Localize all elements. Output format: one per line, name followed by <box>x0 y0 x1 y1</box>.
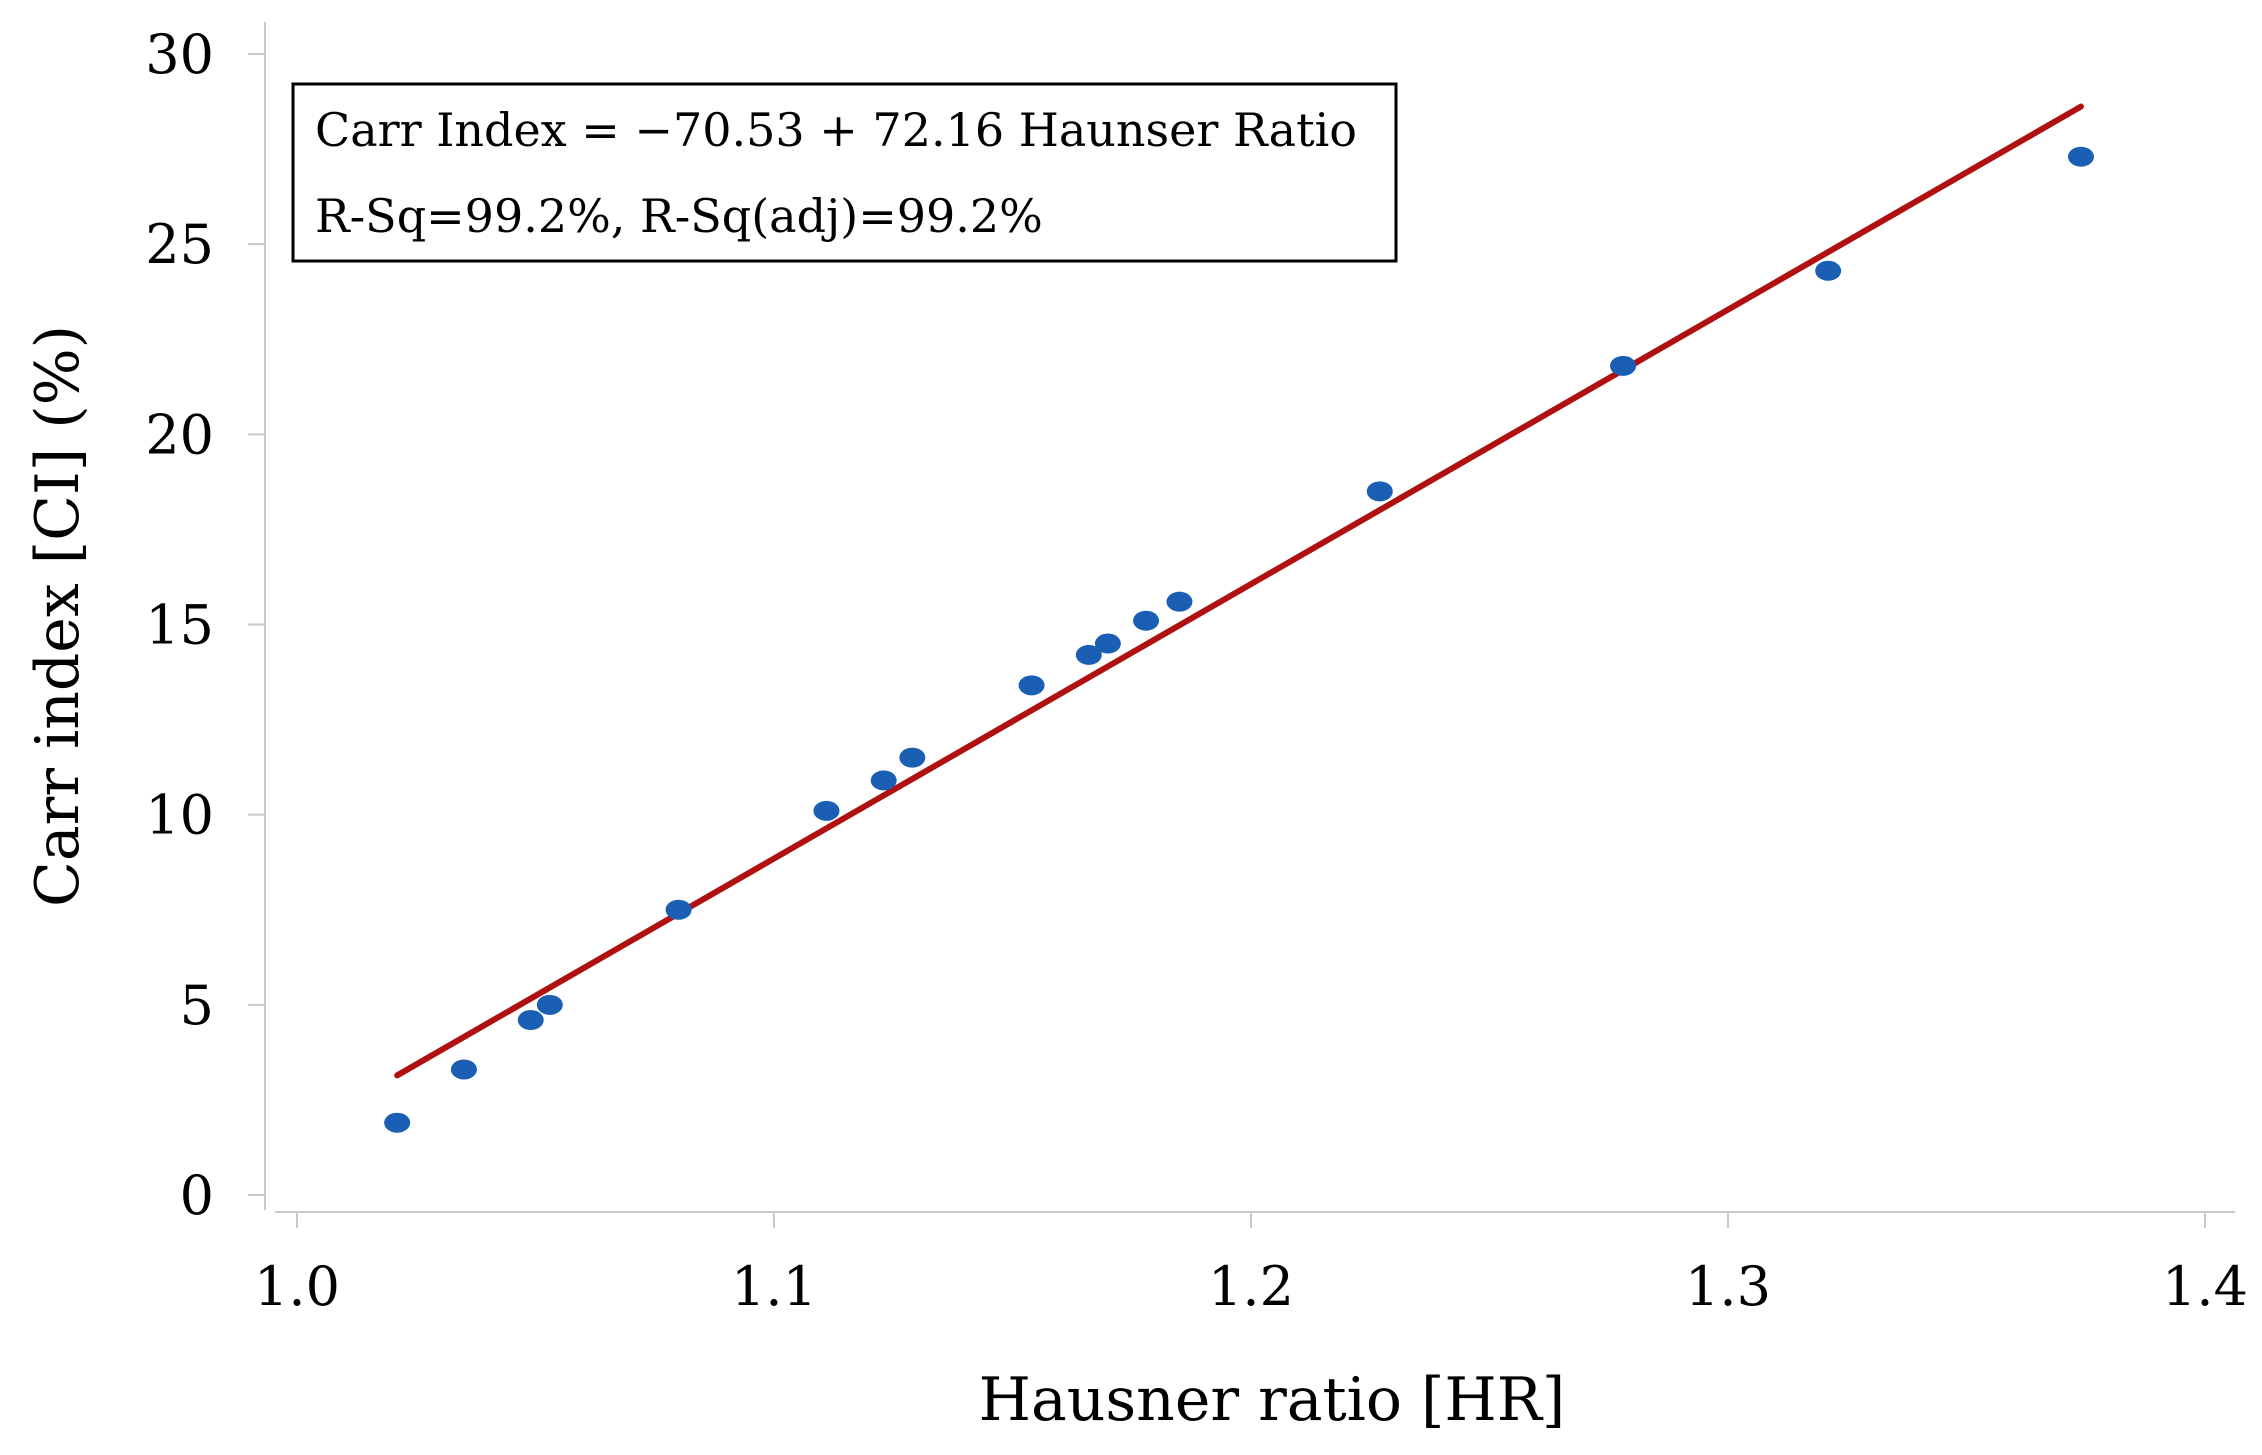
data-point <box>870 770 897 791</box>
data-point <box>1133 610 1160 631</box>
x-tick-label: 1.1 <box>731 1255 817 1318</box>
annotation-equation: Carr Index = −70.53 + 72.16 Haunser Rati… <box>315 103 1357 157</box>
data-point <box>813 800 840 821</box>
data-point <box>1815 260 1842 281</box>
x-tick-label: 1.0 <box>254 1255 340 1318</box>
x-tick-label: 1.2 <box>1208 1255 1294 1318</box>
data-point <box>1094 633 1121 654</box>
data-point <box>1610 355 1637 376</box>
annotation-rsq: R-Sq=99.2%, R-Sq(adj)=99.2% <box>315 189 1043 243</box>
x-tick-label: 1.3 <box>1685 1255 1771 1318</box>
y-axis-ticks: 0 5 10 15 20 25 30 <box>145 23 265 1227</box>
y-tick-label: 30 <box>145 23 214 86</box>
data-point <box>536 994 563 1015</box>
data-point <box>1075 644 1102 665</box>
y-tick-label: 20 <box>145 403 214 466</box>
x-axis-ticks: 1.0 1.1 1.2 1.3 1.4 <box>254 1212 2248 1318</box>
scatter-series <box>384 146 2094 1133</box>
x-axis-title: Hausner ratio [HR] <box>979 1365 1566 1435</box>
y-axis-title: Carr index [CI] (%) <box>23 325 93 907</box>
y-tick-label: 0 <box>180 1164 214 1227</box>
y-tick-label: 10 <box>145 784 214 847</box>
data-point <box>1166 591 1193 612</box>
annotation-box <box>291 82 1398 263</box>
y-tick-label: 25 <box>145 213 214 276</box>
data-point <box>384 1112 411 1133</box>
data-point <box>899 747 926 768</box>
y-tick-label: 5 <box>180 974 214 1037</box>
data-point <box>517 1010 544 1031</box>
y-tick-label: 15 <box>145 594 214 657</box>
data-point <box>1018 675 1045 696</box>
data-point <box>1366 481 1393 502</box>
data-point <box>2067 146 2094 167</box>
data-point <box>665 899 692 920</box>
x-tick-label: 1.4 <box>2162 1255 2248 1318</box>
data-point <box>450 1059 477 1080</box>
